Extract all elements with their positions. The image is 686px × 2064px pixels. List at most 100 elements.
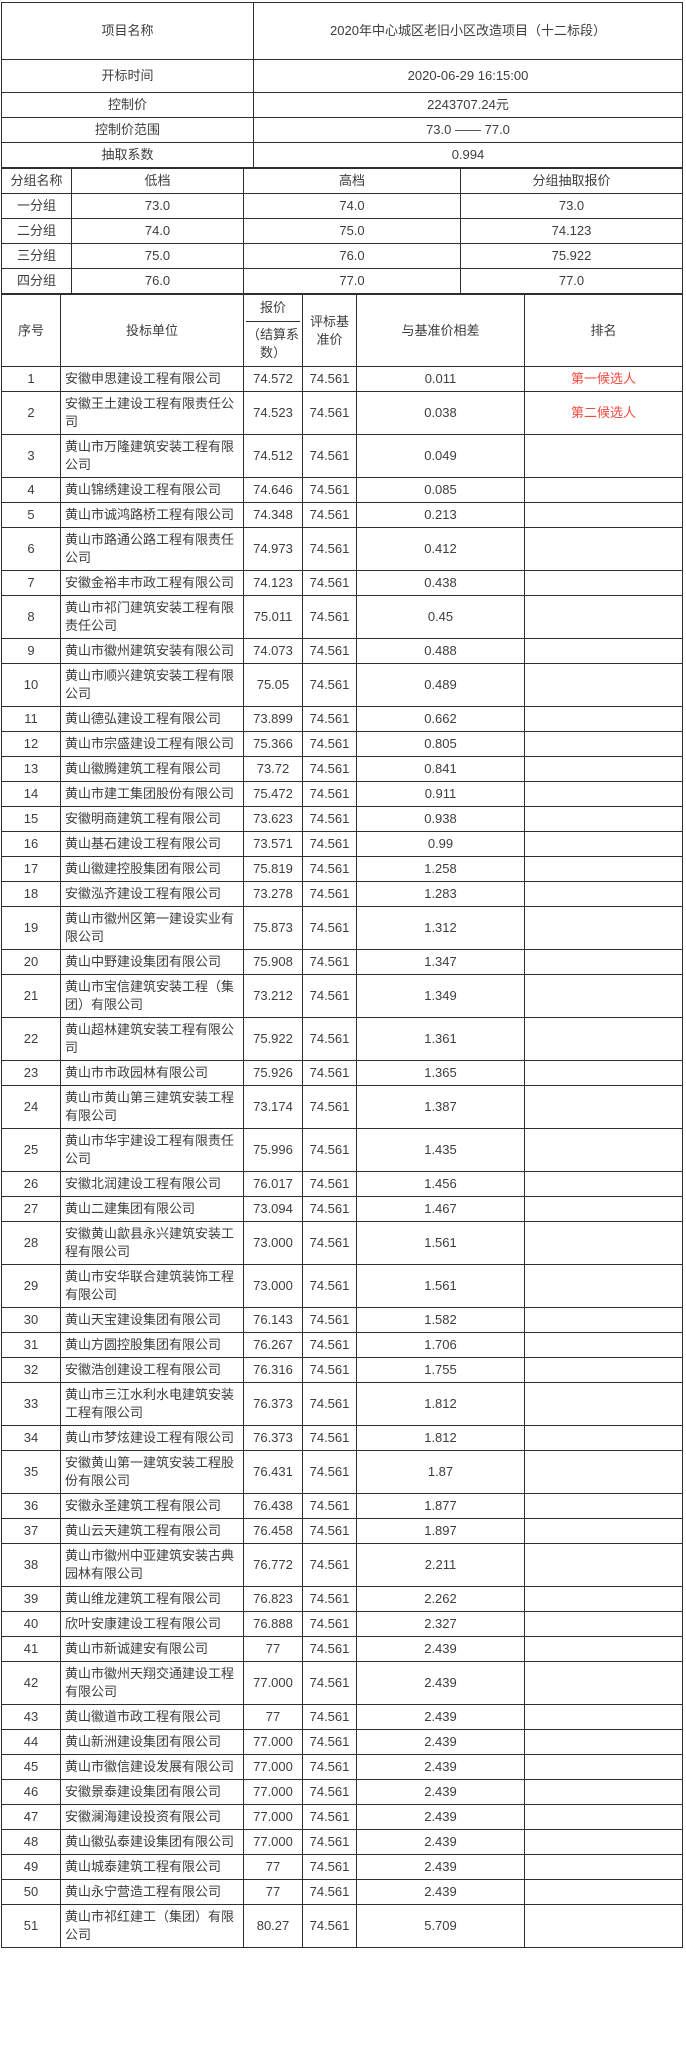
bid-result-table: 序号 投标单位 报价 （结算系数） 评标基准价 与基准价相差 排名 1 安徽申思建… bbox=[1, 294, 683, 1948]
diff-from-benchmark: 1.387 bbox=[356, 1085, 525, 1129]
bid-price: 75.996 bbox=[243, 1128, 303, 1172]
benchmark-price: 74.561 bbox=[302, 1221, 357, 1265]
group-cell: 74.0 bbox=[243, 193, 461, 219]
control-price-row: 控制价 2243707.24元 bbox=[1, 92, 683, 118]
benchmark-price: 74.561 bbox=[302, 391, 357, 435]
group-cell: 四分组 bbox=[1, 268, 72, 294]
group-row: 四分组 76.0 77.0 77.0 bbox=[1, 268, 683, 294]
bidder-name: 黄山方圆控股集团有限公司 bbox=[60, 1332, 244, 1358]
bidder-name: 黄山徽建控股集团有限公司 bbox=[60, 856, 244, 882]
bid-price: 73.094 bbox=[243, 1196, 303, 1222]
bid-price: 74.073 bbox=[243, 638, 303, 664]
bid-no: 2 bbox=[1, 391, 61, 435]
bid-price: 75.05 bbox=[243, 663, 303, 707]
rank-label bbox=[524, 1904, 683, 1948]
group-quote-table: 分组名称 低档 高档 分组抽取报价 一分组 73.0 74.0 73.0 二分组 74.0 75.0… bbox=[1, 168, 683, 294]
bidder-name: 黄山市徽州天翔交通建设工程有限公司 bbox=[60, 1661, 244, 1705]
benchmark-price: 74.561 bbox=[302, 1754, 357, 1780]
diff-from-benchmark: 0.841 bbox=[356, 756, 525, 782]
group-cell: 74.123 bbox=[460, 218, 683, 244]
bid-price: 76.017 bbox=[243, 1171, 303, 1197]
rank-label bbox=[524, 806, 683, 832]
benchmark-price: 74.561 bbox=[302, 366, 357, 392]
diff-from-benchmark: 1.349 bbox=[356, 974, 525, 1018]
rank-label bbox=[524, 1425, 683, 1451]
bidder-name: 黄山维龙建筑工程有限公司 bbox=[60, 1586, 244, 1612]
group-cell: 73.0 bbox=[71, 193, 244, 219]
group-header-row: 分组名称 低档 高档 分组抽取报价 bbox=[1, 168, 683, 194]
bid-price: 73.174 bbox=[243, 1085, 303, 1129]
diff-from-benchmark: 2.439 bbox=[356, 1754, 525, 1780]
benchmark-price: 74.561 bbox=[302, 477, 357, 503]
bidder-name: 黄山市徽州区第一建设实业有限公司 bbox=[60, 906, 244, 950]
bid-price: 73.278 bbox=[243, 881, 303, 907]
group-cell: 73.0 bbox=[460, 193, 683, 219]
rank-label bbox=[524, 1829, 683, 1855]
bidder-name: 黄山市祁红建工（集团）有限公司 bbox=[60, 1904, 244, 1948]
bid-price: 76.143 bbox=[243, 1307, 303, 1333]
bidder-name: 黄山中野建设集团有限公司 bbox=[60, 949, 244, 975]
bid-row: 22 黄山超林建筑安装工程有限公司 75.922 74.561 1.361 bbox=[1, 1017, 683, 1061]
benchmark-price: 74.561 bbox=[302, 1425, 357, 1451]
bidder-name: 黄山超林建筑安装工程有限公司 bbox=[60, 1017, 244, 1061]
benchmark-price: 74.561 bbox=[302, 1128, 357, 1172]
rank-label bbox=[524, 974, 683, 1018]
benchmark-price: 74.561 bbox=[302, 1332, 357, 1358]
bidder-name: 安徽明商建筑工程有限公司 bbox=[60, 806, 244, 832]
diff-from-benchmark: 0.049 bbox=[356, 434, 525, 478]
bid-row: 6 黄山市路通公路工程有限责任公司 74.973 74.561 0.412 bbox=[1, 527, 683, 571]
bidder-name: 黄山德弘建设工程有限公司 bbox=[60, 706, 244, 732]
bid-no: 3 bbox=[1, 434, 61, 478]
bidder-name: 黄山永宁营造工程有限公司 bbox=[60, 1879, 244, 1905]
bid-price: 74.123 bbox=[243, 570, 303, 596]
group-cell: 76.0 bbox=[243, 243, 461, 269]
bid-price: 77 bbox=[243, 1636, 303, 1662]
bid-price: 76.373 bbox=[243, 1382, 303, 1426]
benchmark-price: 74.561 bbox=[302, 1196, 357, 1222]
benchmark-price: 74.561 bbox=[302, 1636, 357, 1662]
bid-no: 43 bbox=[1, 1704, 61, 1730]
bid-row: 45 黄山市徽信建设发展有限公司 77.000 74.561 2.439 bbox=[1, 1754, 683, 1780]
rank-label bbox=[524, 706, 683, 732]
diff-from-benchmark: 2.439 bbox=[356, 1729, 525, 1755]
rank-label bbox=[524, 856, 683, 882]
bidder-name: 黄山市宗盛建设工程有限公司 bbox=[60, 731, 244, 757]
bid-row: 37 黄山云天建筑工程有限公司 76.458 74.561 1.897 bbox=[1, 1518, 683, 1544]
bid-price: 74.512 bbox=[243, 434, 303, 478]
rank-label bbox=[524, 1128, 683, 1172]
bid-no: 47 bbox=[1, 1804, 61, 1830]
bidder-name: 黄山锦绣建设工程有限公司 bbox=[60, 477, 244, 503]
bid-price: 77 bbox=[243, 1704, 303, 1730]
bidder-name: 黄山市新诚建安有限公司 bbox=[60, 1636, 244, 1662]
benchmark-price: 74.561 bbox=[302, 706, 357, 732]
bidder-name: 安徽黄山第一建筑安装工程股份有限公司 bbox=[60, 1450, 244, 1494]
diff-from-benchmark: 2.439 bbox=[356, 1704, 525, 1730]
bid-row: 49 黄山城泰建筑工程有限公司 77 74.561 2.439 bbox=[1, 1854, 683, 1880]
bid-no: 24 bbox=[1, 1085, 61, 1129]
diff-from-benchmark: 2.262 bbox=[356, 1586, 525, 1612]
bid-row: 47 安徽澜海建设投资有限公司 77.000 74.561 2.439 bbox=[1, 1804, 683, 1830]
diff-from-benchmark: 0.489 bbox=[356, 663, 525, 707]
bid-row: 24 黄山市黄山第三建筑安装工程有限公司 73.174 74.561 1.387 bbox=[1, 1085, 683, 1129]
bid-no: 31 bbox=[1, 1332, 61, 1358]
diff-from-benchmark: 1.582 bbox=[356, 1307, 525, 1333]
bid-row: 48 黄山徽弘泰建设集团有限公司 77.000 74.561 2.439 bbox=[1, 1829, 683, 1855]
open-time-label: 开标时间 bbox=[1, 59, 254, 93]
bid-price: 74.348 bbox=[243, 502, 303, 528]
bidder-name: 黄山徽弘泰建设集团有限公司 bbox=[60, 1829, 244, 1855]
rank-label: 第一候选人 bbox=[524, 366, 683, 392]
bidder-name: 黄山市路通公路工程有限责任公司 bbox=[60, 527, 244, 571]
bidder-name: 安徽王土建设工程有限责任公司 bbox=[60, 391, 244, 435]
bid-price: 76.316 bbox=[243, 1357, 303, 1383]
rank-label bbox=[524, 570, 683, 596]
rank-label bbox=[524, 477, 683, 503]
rank-label bbox=[524, 756, 683, 782]
diff-from-benchmark: 0.911 bbox=[356, 781, 525, 807]
bid-row: 39 黄山维龙建筑工程有限公司 76.823 74.561 2.262 bbox=[1, 1586, 683, 1612]
rank-label bbox=[524, 1804, 683, 1830]
bid-price: 77.000 bbox=[243, 1754, 303, 1780]
bidder-name: 黄山市华宇建设工程有限责任公司 bbox=[60, 1128, 244, 1172]
rank-label bbox=[524, 1518, 683, 1544]
bid-no: 28 bbox=[1, 1221, 61, 1265]
rank-label bbox=[524, 638, 683, 664]
